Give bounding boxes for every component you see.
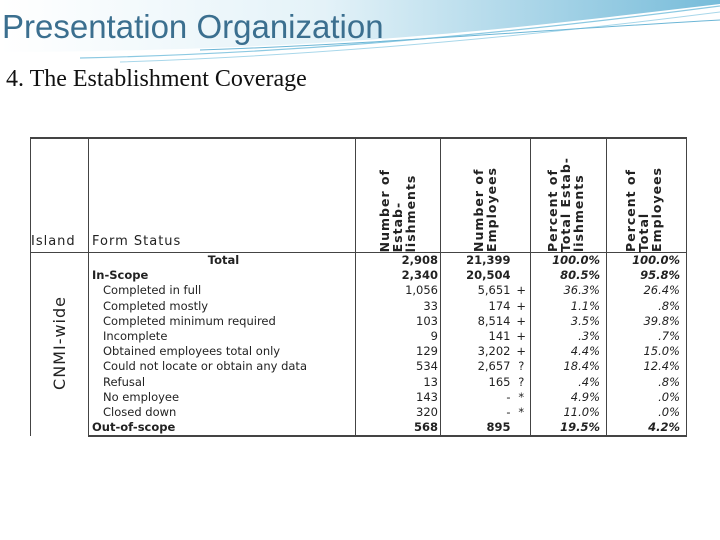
table-row-out-of-scope: Out-of-scope 568 895 19.5% 4.2% — [31, 420, 687, 438]
table-row: Could not locate or obtain any data 534 … — [31, 359, 687, 375]
table-row: Obtained employees total only 129 3,202 … — [31, 344, 687, 360]
table-row: Completed mostly 33 174 + 1.1% .8% — [31, 298, 687, 314]
emp-cell: 141 — [440, 328, 513, 345]
status-cell: Refusal — [88, 374, 356, 390]
pct-emp-cell: 12.4% — [606, 359, 687, 375]
pct-est-cell: .4% — [530, 374, 607, 390]
emp-cell: 174 — [440, 298, 513, 314]
flag-cell — [513, 253, 531, 269]
header-form-status: Form Status — [88, 137, 356, 253]
emp-cell: 21,399 — [440, 252, 513, 269]
flag-cell: * — [518, 404, 525, 419]
header-num-employees: Number of Employees — [440, 137, 531, 253]
emp-cell: 8,514 — [440, 313, 513, 329]
status-cell: Could not locate or obtain any data — [88, 359, 356, 375]
table-row-total: CNMI-wide Total 2,908 21,399 100.0% 100.… — [30, 252, 687, 437]
emp-cell: 165 — [440, 374, 513, 390]
pct-est-cell: 18.4% — [530, 359, 607, 375]
pct-emp-cell: .7% — [606, 328, 687, 345]
flag-cell — [512, 420, 531, 438]
status-cell: Out-of-scope — [88, 420, 356, 438]
est-cell: 2,908 — [355, 252, 441, 269]
status-cell: In-Scope — [88, 268, 356, 284]
pct-est-cell: 80.5% — [530, 268, 607, 284]
est-cell: 103 — [355, 313, 441, 329]
header-num-establishments: Number of Estab- lishments — [355, 137, 441, 253]
table-row: No employee 143 - * 4.9% .0% — [31, 389, 687, 405]
status-cell: Incomplete — [88, 328, 356, 345]
pct-emp-cell: .0% — [606, 404, 687, 421]
table-header-row: Island Form Status Number of Estab- lish… — [30, 137, 687, 253]
pct-est-cell: .3% — [530, 328, 607, 345]
pct-emp-cell: .8% — [606, 298, 687, 314]
est-cell: 534 — [355, 359, 441, 375]
pct-est-cell: 11.0% — [530, 404, 607, 421]
flag-cell: ? — [518, 359, 525, 374]
island-cell: CNMI-wide — [30, 252, 89, 437]
status-cell: No employee — [88, 389, 356, 405]
status-cell: Total — [88, 252, 356, 269]
pct-est-cell: 19.5% — [530, 420, 607, 438]
title-swoosh-decoration — [0, 0, 720, 70]
est-cell: 33 — [355, 298, 441, 314]
pct-emp-cell: 39.8% — [606, 313, 687, 329]
table-row: Completed minimum required 103 8,514 + 3… — [31, 313, 687, 329]
pct-emp-cell: 95.8% — [606, 268, 687, 284]
table-row: Incomplete 9 141 + .3% .7% — [31, 328, 687, 345]
establishment-coverage-table: Island Form Status Number of Estab- lish… — [30, 137, 687, 438]
flag-cell — [513, 268, 531, 283]
island-label: CNMI-wide — [50, 295, 69, 390]
pct-est-cell: 100.0% — [530, 252, 607, 269]
emp-cell: 5,651 — [440, 283, 513, 299]
status-cell: Obtained employees total only — [88, 344, 356, 360]
pct-emp-cell: 100.0% — [606, 252, 687, 269]
est-cell: 129 — [355, 344, 441, 360]
emp-cell: 20,504 — [440, 268, 513, 284]
emp-cell: - — [440, 404, 513, 421]
status-cell: Completed minimum required — [88, 313, 356, 329]
pct-emp-cell: 26.4% — [606, 283, 687, 299]
status-cell: Completed mostly — [88, 298, 356, 314]
emp-cell: - — [440, 389, 513, 405]
header-pct-establishments: Percent of Total Estab- lishments — [530, 137, 607, 253]
status-cell: Completed in full — [88, 283, 356, 299]
est-cell: 9 — [355, 328, 441, 345]
flag-cell: ? — [518, 374, 525, 389]
table-row: Completed in full 1,056 5,651 + 36.3% 26… — [31, 283, 687, 299]
pct-emp-cell: .0% — [606, 389, 687, 405]
header-pct-employees: Percent of Total Employees — [606, 137, 687, 253]
est-cell: 13 — [355, 374, 441, 390]
est-cell: 568 — [355, 420, 441, 438]
emp-cell: 2,657 — [440, 359, 513, 375]
table-row: Refusal 13 165 ? .4% .8% — [31, 374, 687, 390]
pct-emp-cell: 4.2% — [606, 420, 687, 438]
flag-cell: + — [516, 298, 527, 313]
emp-cell: 3,202 — [440, 344, 513, 360]
pct-emp-cell: 15.0% — [606, 344, 687, 360]
emp-cell: 895 — [440, 420, 513, 438]
pct-emp-cell: .8% — [606, 374, 687, 390]
pct-est-cell: 4.4% — [530, 344, 607, 360]
flag-cell: + — [516, 344, 527, 359]
slide-subtitle: 4. The Establishment Coverage — [6, 66, 307, 92]
est-cell: 320 — [355, 404, 441, 421]
est-cell: 143 — [355, 389, 441, 405]
pct-est-cell: 3.5% — [530, 313, 607, 329]
est-cell: 1,056 — [355, 283, 441, 299]
status-cell: Closed down — [88, 404, 356, 421]
header-island: Island — [30, 137, 89, 253]
pct-est-cell: 4.9% — [530, 389, 607, 405]
flag-cell: + — [516, 313, 527, 328]
pct-est-cell: 36.3% — [530, 283, 607, 299]
table-row: Closed down 320 - * 11.0% .0% — [31, 404, 687, 421]
table-row-in-scope: In-Scope 2,340 20,504 80.5% 95.8% — [31, 268, 687, 284]
flag-cell: + — [516, 283, 527, 298]
flag-cell: + — [516, 329, 527, 344]
slide-title: Presentation Organization — [2, 8, 384, 45]
flag-cell: * — [518, 389, 525, 404]
est-cell: 2,340 — [355, 268, 441, 284]
pct-est-cell: 1.1% — [530, 298, 607, 314]
